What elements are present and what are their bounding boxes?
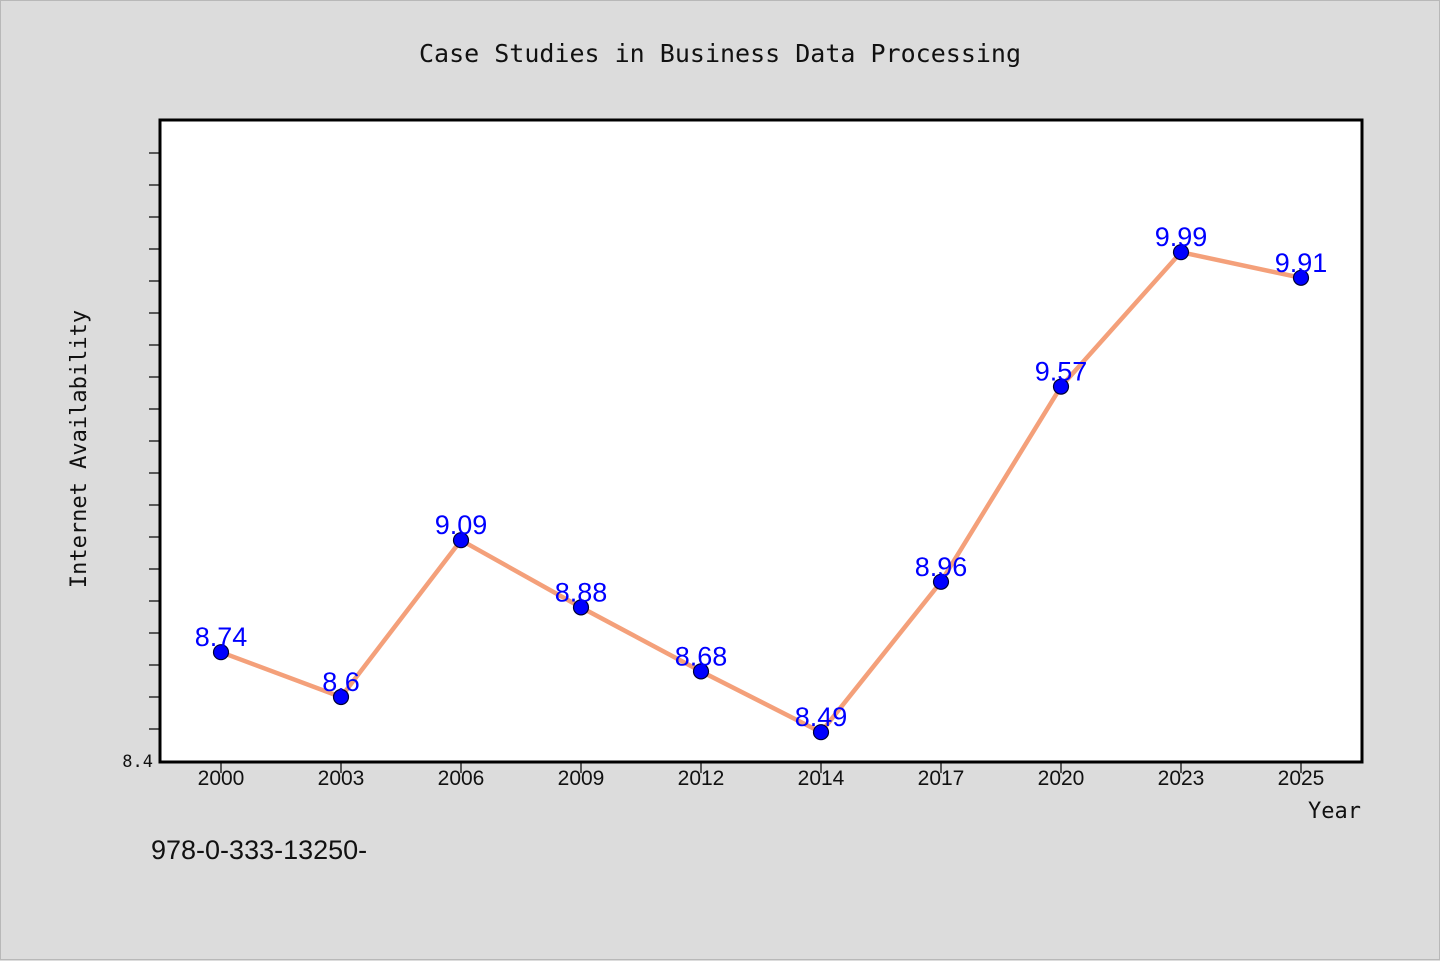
data-label: 8.49 [795,702,848,732]
y-tick-label: 8.4 [122,752,153,772]
chart-title: Case Studies in Business Data Processing [419,39,1021,68]
data-labels: 8.74 8.6 9.09 8.88 8.68 8.49 8.96 9.57 9.99 9.91 [195,222,1328,732]
x-axis-ticks: 2000 2003 2006 2009 2012 2014 2017 2020 2023 2025 [198,763,1325,790]
x-tick-label: 2006 [438,767,485,790]
x-tick-label: 2009 [558,767,605,790]
x-tick-label: 2020 [1038,767,1085,790]
x-tick-label: 2014 [798,767,845,790]
data-point [452,532,470,549]
data-label: 9.09 [435,510,488,540]
x-tick-label: 2003 [318,767,365,790]
y-axis-ticks: 8.4 [122,152,159,772]
data-label: 9.57 [1035,357,1088,387]
series-markers [212,244,1310,741]
series-line [220,249,1302,735]
y-axis-label: Internet Availability [67,310,92,588]
plot-area [158,118,1364,764]
data-label: 8.6 [322,667,360,697]
x-tick-label: 2023 [1158,767,1205,790]
data-point [572,599,590,616]
footer-identifier: 978-0-333-13250- [151,835,368,865]
series-line-group [220,249,1302,735]
data-point [932,573,950,590]
data-point [692,663,710,680]
data-label: 8.74 [195,622,248,652]
x-tick-label: 2012 [678,767,725,790]
data-point [332,688,350,706]
x-tick-label: 2025 [1278,767,1325,790]
data-label: 8.96 [915,552,968,582]
x-tick-label: 2000 [198,767,245,790]
data-label: 9.91 [1275,248,1328,278]
data-point [212,644,230,661]
data-point [1292,269,1310,286]
data-point [1052,378,1070,395]
x-tick-label: 2017 [918,767,965,790]
data-label: 8.68 [675,641,728,671]
data-point [812,724,830,741]
data-label: 8.88 [555,577,608,607]
x-axis-label: Year [1308,799,1361,824]
data-point [1172,244,1190,261]
data-label: 9.99 [1155,222,1208,252]
